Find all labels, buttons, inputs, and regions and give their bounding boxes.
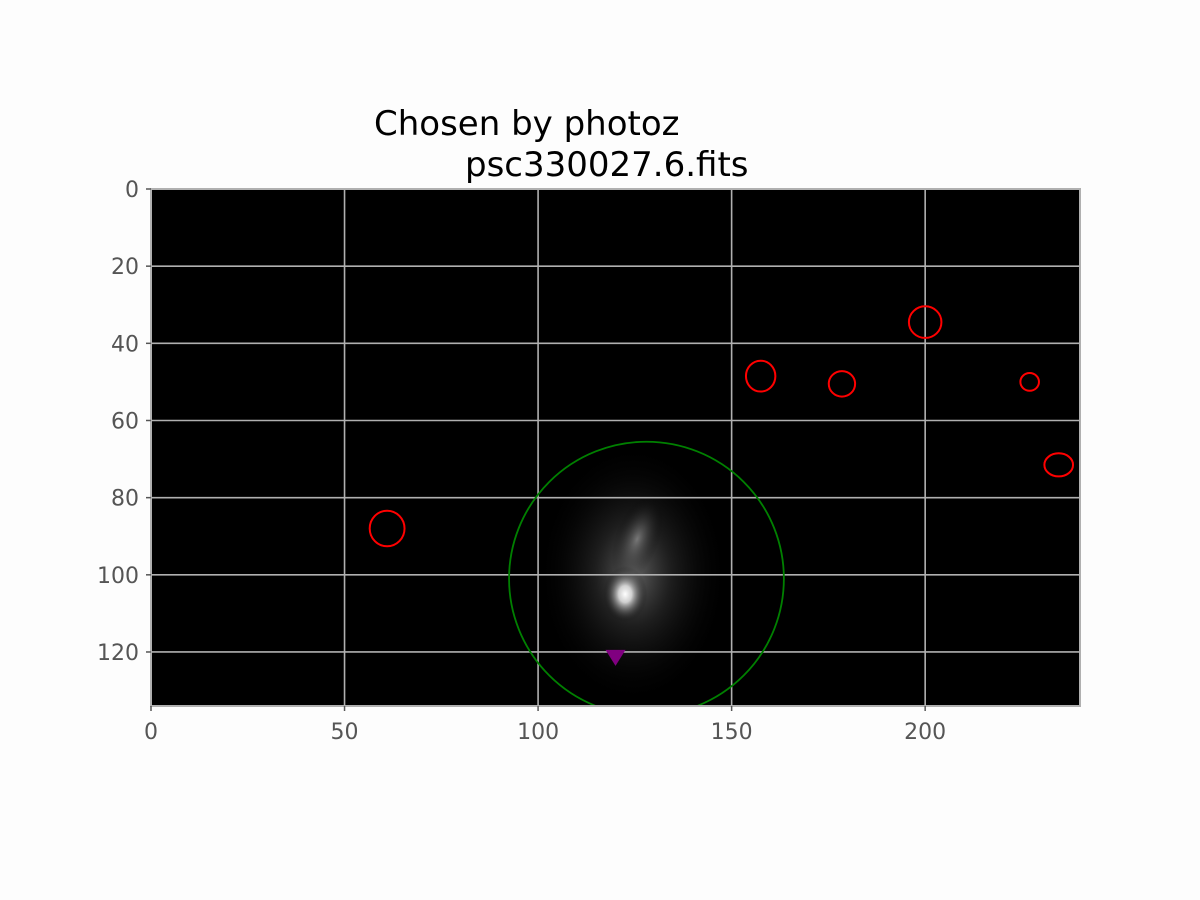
y-tick-label: 80 (111, 487, 139, 512)
y-axis: 0 20 40 60 80 100 120 (97, 178, 151, 666)
green-ellipse (508, 440, 785, 706)
y-tick-label: 20 (111, 255, 139, 280)
grid (151, 189, 1080, 706)
x-tick-label: 0 (144, 720, 158, 745)
y-tick-label: 120 (97, 641, 139, 666)
red-ellipse (744, 359, 777, 393)
y-tick-label: 100 (97, 564, 139, 589)
y-tick-label: 40 (111, 332, 139, 357)
x-tick-label: 100 (517, 720, 559, 745)
chart-title-line1: Chosen by photoz (374, 104, 680, 144)
red-ellipse (368, 509, 406, 548)
y-tick-label: 0 (125, 178, 139, 203)
x-tick-label: 150 (711, 720, 753, 745)
plot-frame (150, 188, 1081, 707)
chart-title-line2: psc330027.6.fits (465, 145, 749, 185)
y-tick-label: 60 (111, 409, 139, 434)
red-ellipse (1043, 452, 1075, 478)
galaxy-arm (611, 496, 663, 583)
red-ellipse (907, 305, 943, 339)
red-ellipse (827, 370, 857, 398)
galaxy-core (603, 566, 648, 623)
red-ellipse (1019, 372, 1040, 392)
x-tick-label: 50 (331, 720, 359, 745)
x-tick-label: 200 (904, 720, 946, 745)
x-axis: 0 50 100 150 200 (144, 706, 946, 745)
overlay-shapes (368, 305, 1075, 706)
triangle-marker (605, 649, 626, 666)
